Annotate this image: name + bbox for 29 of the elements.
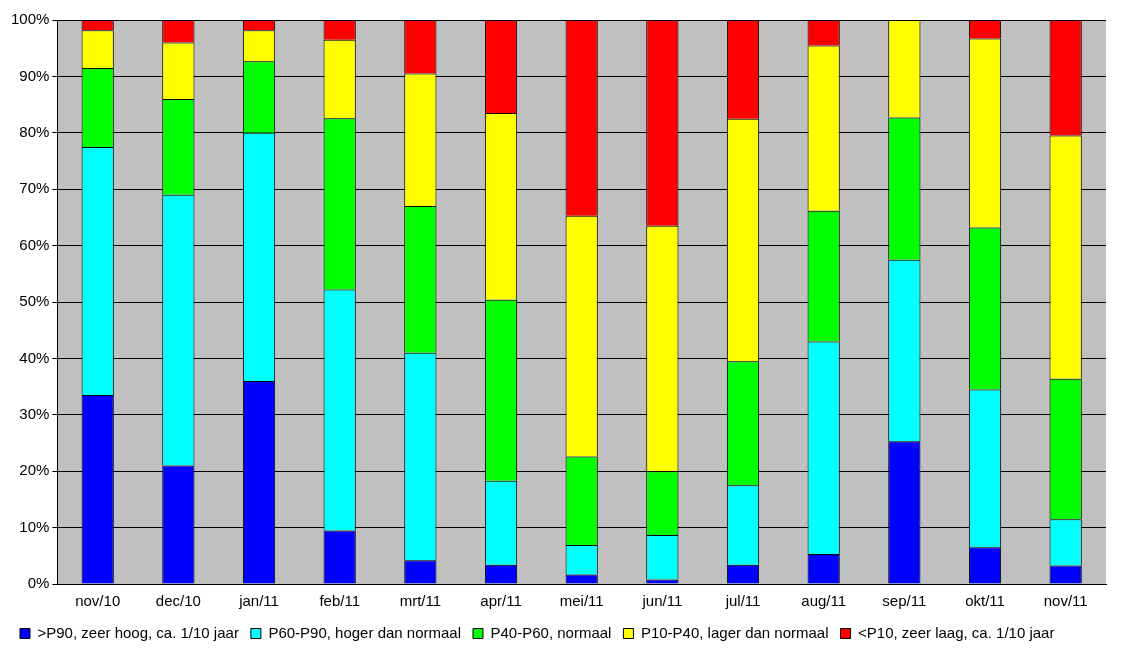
- legend-label: >P90, zeer hoog, ca. 1/10 jaar: [37, 623, 239, 641]
- x-tick-label: dec/10: [155, 592, 201, 610]
- y-tick-label: 50%: [19, 292, 50, 310]
- x-tick-label: okt/11: [965, 592, 1005, 610]
- legend-label: P40-P60, normaal: [490, 623, 612, 641]
- x-tick-label: mrt/11: [399, 592, 442, 610]
- x-tick-label: jul/11: [724, 592, 761, 610]
- legend-label: <P10, zeer laag, ca. 1/10 jaar: [858, 623, 1055, 641]
- y-tick-label: 40%: [19, 348, 50, 366]
- x-tick-label: jun/11: [641, 592, 683, 610]
- legend-label: P10-P40, lager dan normaal: [640, 623, 829, 641]
- y-tick-label: 0%: [27, 574, 50, 592]
- y-tick-label: 70%: [19, 179, 50, 197]
- x-tick-label: apr/11: [480, 592, 522, 610]
- x-tick-label: mei/11: [559, 592, 604, 610]
- x-tick-label: sep/11: [882, 592, 927, 610]
- legend-label: P60-P90, hoger dan normaal: [268, 623, 462, 641]
- x-tick-label: nov/11: [1043, 592, 1088, 610]
- y-tick-label: 100%: [10, 10, 50, 28]
- y-tick-label: 60%: [19, 235, 50, 253]
- x-tick-label: feb/11: [319, 592, 360, 610]
- y-tick-label: 80%: [19, 122, 50, 140]
- y-tick-label: 10%: [19, 517, 50, 535]
- y-tick-label: 20%: [19, 461, 50, 479]
- y-tick-label: 30%: [19, 404, 50, 422]
- y-tick-label: 90%: [19, 66, 50, 84]
- x-tick-label: jan/11: [238, 592, 279, 610]
- x-tick-label: nov/10: [75, 592, 121, 610]
- x-tick-label: aug/11: [801, 592, 847, 610]
